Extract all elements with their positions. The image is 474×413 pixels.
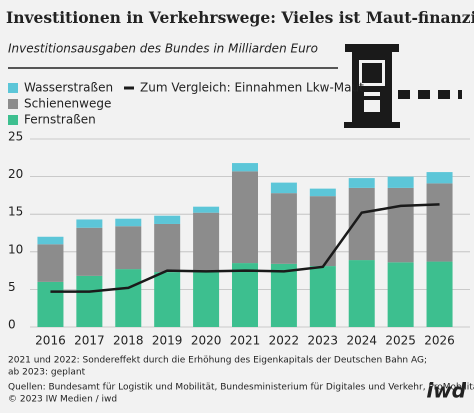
bar-segment <box>309 188 336 197</box>
bar-segment <box>76 275 103 327</box>
source: Quellen: Bundesamt für Logistik und Mobi… <box>8 383 474 393</box>
bar-segment <box>270 182 297 194</box>
y-tick-label: 5 <box>8 280 16 294</box>
bar-segment <box>154 215 181 224</box>
x-tick-label: 2019 <box>152 334 183 348</box>
legend-swatch <box>8 99 18 109</box>
y-tick-label: 15 <box>8 205 23 219</box>
chart-title: Investitionen in Verkehrswege: Vieles is… <box>6 8 474 27</box>
y-tick-label: 0 <box>8 318 16 332</box>
bar-segment <box>154 272 181 327</box>
x-tick-label: 2022 <box>269 334 300 348</box>
bar-segment <box>37 244 64 282</box>
bar-segment <box>115 218 142 227</box>
x-tick-label: 2025 <box>385 334 416 348</box>
x-tick-label: 2017 <box>74 334 105 348</box>
legend-label: Fernstraßen <box>24 113 96 127</box>
bar-segment <box>270 193 297 264</box>
bar-segment <box>387 187 414 263</box>
x-tick-label: 2026 <box>424 334 455 348</box>
legend-label: Schienenwege <box>24 97 111 111</box>
copyright: © 2023 IW Medien / iwd <box>8 395 117 405</box>
logo: iwd <box>426 379 466 403</box>
x-tick-label: 2016 <box>35 334 66 348</box>
bar-segment <box>348 178 375 188</box>
bar-segment <box>37 281 64 327</box>
y-tick-label: 10 <box>8 242 23 256</box>
legend-swatch <box>8 83 18 93</box>
x-tick-label: 2024 <box>346 334 377 348</box>
x-tick-label: 2018 <box>113 334 144 348</box>
footnote: ab 2023: geplant <box>8 368 86 378</box>
bar-segment <box>232 263 258 327</box>
bar-segment <box>426 183 453 262</box>
x-tick-label: 2020 <box>191 334 222 348</box>
bar-segment <box>76 227 103 276</box>
footnote: 2021 und 2022: Sondereffekt durch die Er… <box>8 356 427 366</box>
bar-segment <box>309 266 336 327</box>
x-tick-label: 2021 <box>230 334 261 348</box>
legend-label: Wasserstraßen <box>24 81 113 95</box>
legend-label: Zum Vergleich: Einnahmen Lkw-Maut <box>140 81 364 95</box>
toll-icon <box>344 44 462 128</box>
y-tick-label: 25 <box>8 130 23 144</box>
bar-segment <box>76 219 103 228</box>
bar-segment <box>115 226 142 270</box>
bar-segment <box>115 269 142 327</box>
legend-swatch <box>8 115 18 125</box>
bar-segment <box>270 263 297 327</box>
bar-segment <box>348 260 375 327</box>
bar-segment <box>154 223 181 273</box>
x-tick-label: 2023 <box>308 334 339 348</box>
line <box>50 203 440 293</box>
bar-segment <box>232 163 258 172</box>
chart-subtitle: Investitionsausgaben des Bundes in Milli… <box>8 42 318 56</box>
bar-segment <box>193 206 220 213</box>
bar-segment <box>232 171 258 264</box>
bar-segment <box>387 176 414 188</box>
bar-segment <box>37 236 64 245</box>
y-tick-label: 20 <box>8 167 23 181</box>
bar-segment <box>193 212 220 273</box>
bar-segment <box>387 262 414 327</box>
bar-segment <box>426 172 453 184</box>
bar-segment <box>426 261 453 327</box>
bar-segment <box>193 272 220 327</box>
